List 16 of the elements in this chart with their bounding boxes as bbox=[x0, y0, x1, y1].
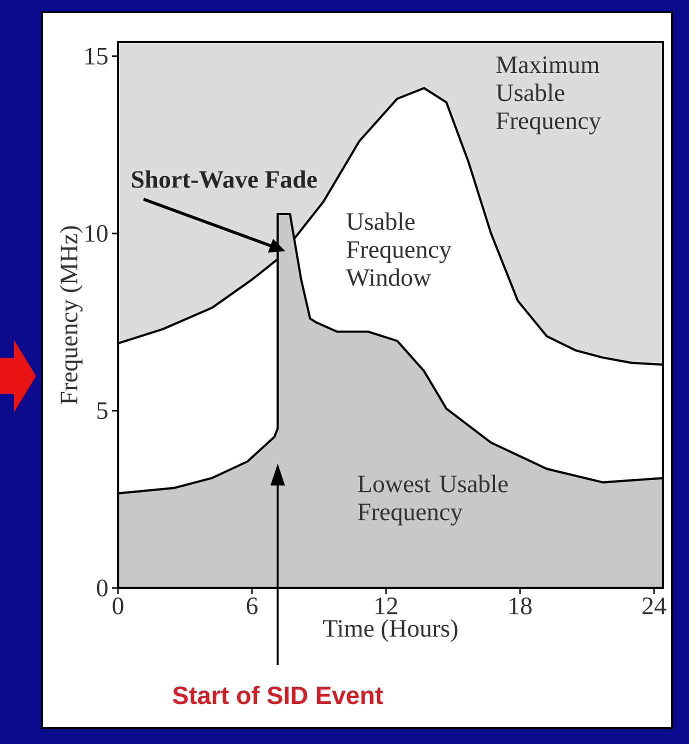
y-tick-label: 10 bbox=[86, 225, 108, 242]
x-axis-title: Time (Hours) bbox=[323, 619, 458, 642]
annotation: Short-Wave Fade bbox=[132, 170, 317, 188]
annotation: Usable Frequency Window bbox=[346, 212, 452, 286]
y-axis-title: Frequency (MHz) bbox=[60, 226, 83, 404]
x-tick-label: 6 bbox=[246, 598, 258, 614]
y-tick-label: 0 bbox=[96, 580, 108, 596]
text: Start of SID Event bbox=[172, 686, 383, 704]
x-tick-label: 24 bbox=[642, 598, 666, 614]
annotation: Maximum Usable Frequency bbox=[496, 56, 602, 134]
x-tick-label: 18 bbox=[510, 598, 532, 614]
y-tick-label: 15 bbox=[86, 48, 108, 65]
y-tick-label: 5 bbox=[97, 402, 108, 420]
annotation: Lowest Usable Frequency bbox=[358, 474, 508, 526]
x-tick-label: 0 bbox=[112, 598, 124, 614]
x-tick-label: 12 bbox=[376, 598, 398, 614]
